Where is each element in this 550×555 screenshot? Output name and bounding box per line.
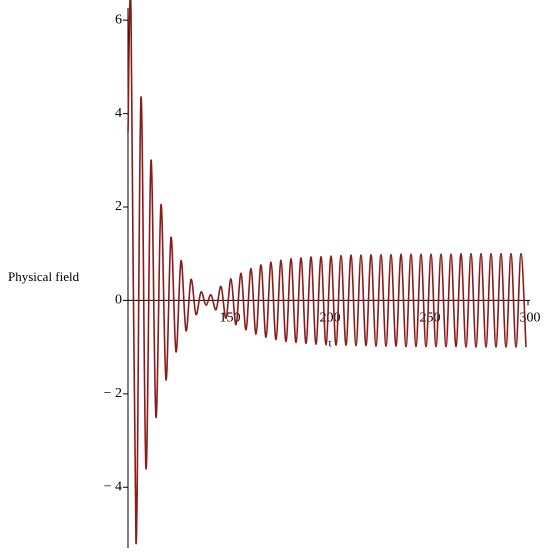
y-tick-label: 4 [115, 106, 122, 121]
y-tick-label: 2 [115, 199, 122, 214]
line-series [127, 0, 527, 545]
x-axis-label: t [328, 338, 331, 350]
y-tick-label: 0 [115, 293, 122, 308]
y-tick-label: − 2 [104, 386, 122, 401]
y-axis-label: Physical field [8, 269, 80, 284]
y-tick-label: − 4 [104, 479, 122, 494]
y-tick-label: 6 [115, 12, 122, 27]
x-tick-label: 300 [520, 311, 541, 326]
